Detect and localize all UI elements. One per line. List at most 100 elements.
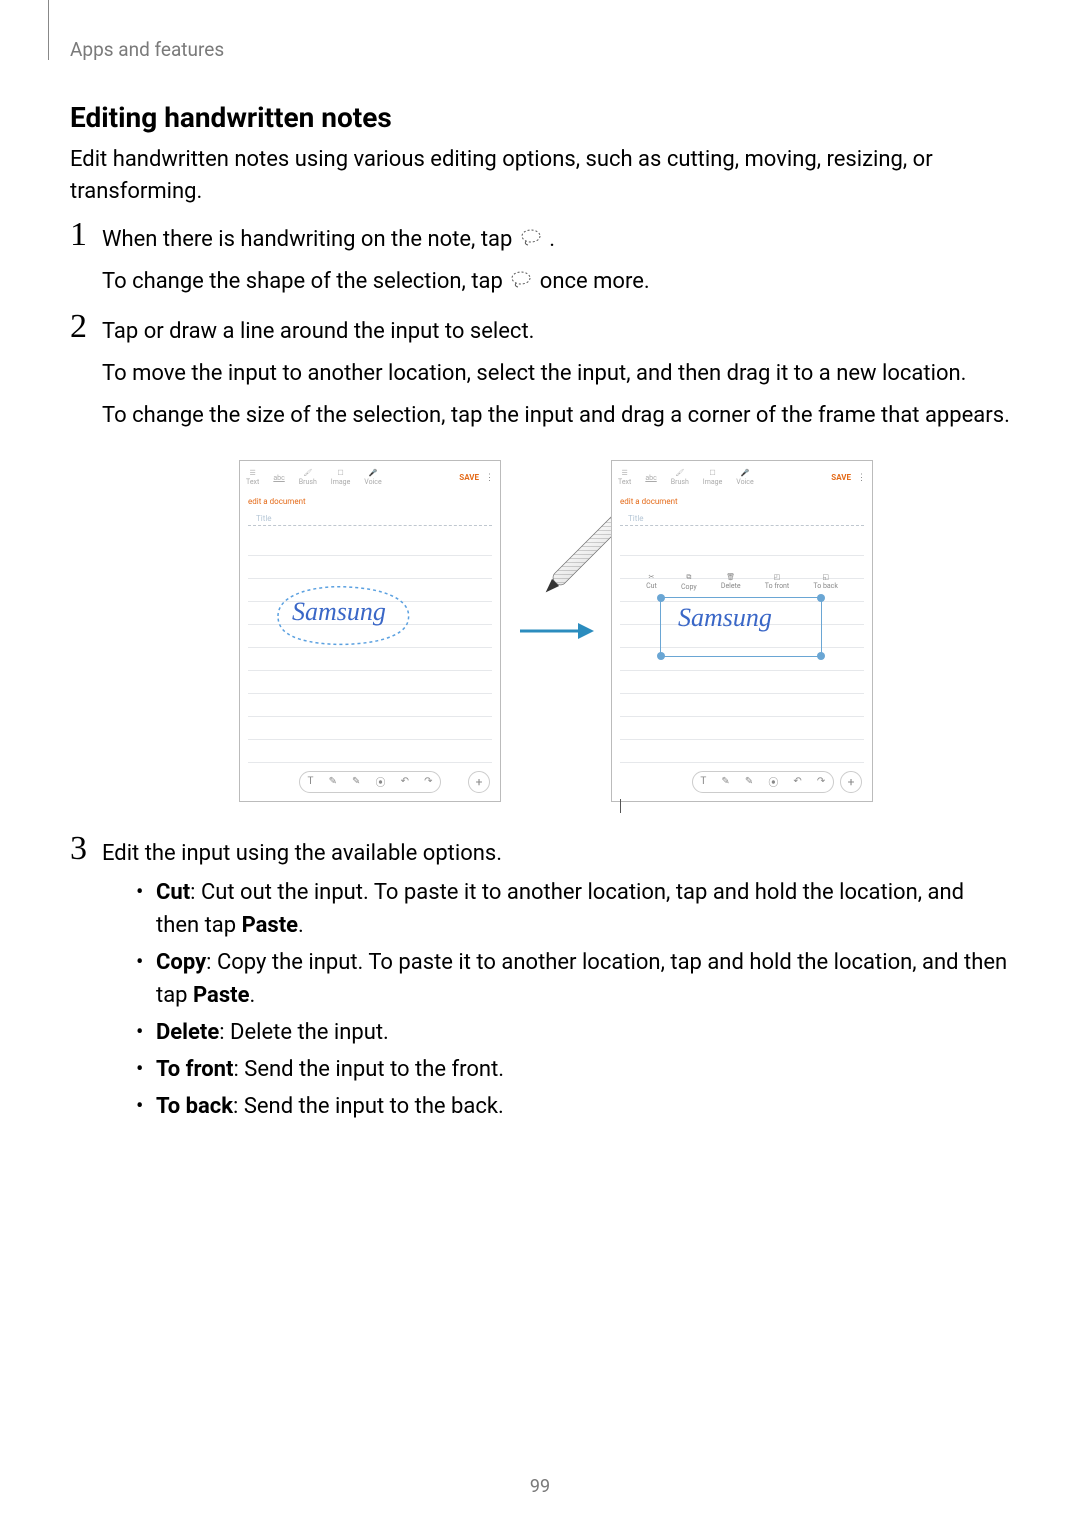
tool-pen2-icon: ✎ [745, 776, 753, 787]
context-delete: 🗑Delete [721, 573, 741, 591]
opt-text: : Delete the input. [219, 1020, 389, 1045]
opt-label: Copy [156, 950, 206, 975]
step-2-line2: To move the input to another location, s… [102, 358, 1010, 390]
step-2: 2 Tap or draw a line around the input to… [70, 316, 1010, 802]
more-icon: ⋮ [857, 473, 866, 483]
subheader: edit a document [612, 495, 872, 506]
opt-text: : Send the input to the front. [233, 1057, 504, 1082]
step-number: 3 [70, 830, 87, 868]
opt-label: Cut [156, 880, 190, 905]
topbar-icons: ☰Text abc 🖌Brush ☐Image 🎤Voice [618, 469, 754, 486]
tool-redo-icon: ↷ [817, 776, 825, 787]
topbar-voice-icon: 🎤Voice [736, 469, 753, 486]
opt-label: To back [156, 1094, 233, 1119]
opt-label: To front [156, 1057, 233, 1082]
running-header: Apps and features [70, 38, 1010, 61]
topbar-abc-icon: abc [645, 474, 656, 482]
option-cut: Cut: Cut out the input. To paste it to a… [134, 876, 1010, 942]
opt-end: . [249, 983, 255, 1008]
paste-label: Paste [193, 983, 249, 1008]
opt-end: . [298, 913, 304, 938]
handwriting-sample: Samsung [678, 603, 772, 633]
option-back: To back: Send the input to the back. [134, 1090, 1010, 1123]
intro-paragraph: Edit handwritten notes using various edi… [70, 144, 1010, 208]
topbar: ☰Text abc 🖌Brush ☐Image 🎤Voice SAVE ⋮ [612, 461, 872, 495]
tool-undo-icon: ↶ [793, 776, 801, 787]
opt-label: Delete [156, 1020, 219, 1045]
right-screenshot: ☰Text abc 🖌Brush ☐Image 🎤Voice SAVE ⋮ ed… [611, 460, 873, 802]
ctx-label: To back [813, 582, 838, 590]
step-1: 1 When there is handwriting on the note,… [70, 224, 1010, 298]
topbar-icons: ☰Text abcabc 🖌Brush ☐Image 🎤Voice [246, 469, 382, 486]
step-1-para2: To change the shape of the selection, ta… [102, 266, 1010, 298]
t-label: Text [246, 478, 259, 486]
text-cursor [620, 799, 621, 813]
context-cut: ✂Cut [646, 573, 657, 591]
t-label: Text [618, 478, 631, 486]
context-back: ◱To back [813, 573, 838, 591]
left-screenshot-wrapper: ☰Text abcabc 🖌Brush ☐Image 🎤Voice SAVE ⋮ [239, 460, 501, 802]
tool-text-icon: T [700, 776, 706, 787]
section-heading: Editing handwritten notes [70, 101, 1010, 134]
tool-text-icon: T [308, 776, 314, 787]
step-3-line1: Edit the input using the available optio… [102, 838, 1010, 870]
add-page-button: + [840, 771, 862, 793]
t-label: Image [331, 478, 351, 486]
lasso-icon [510, 266, 532, 298]
ctx-label: Copy [681, 583, 697, 591]
step-1-text: When there is handwriting on the note, t… [102, 224, 1010, 256]
save-label: SAVE [831, 473, 851, 482]
context-front: ◰To front [765, 573, 789, 591]
more-icon: ⋮ [485, 473, 494, 483]
t-label: Brush [671, 478, 689, 486]
t-label: Brush [299, 478, 317, 486]
option-copy: Copy: Copy the input. To paste it to ano… [134, 946, 1010, 1012]
paste-label: Paste [242, 913, 298, 938]
title-field: Title [248, 510, 492, 526]
step-number: 2 [70, 308, 87, 346]
topbar-abc-icon: abcabc [273, 474, 284, 482]
topbar-brush-icon: 🖌Brush [299, 469, 317, 486]
step-1-p2-a: To change the shape of the selection, ta… [102, 269, 508, 294]
option-front: To front: Send the input to the front. [134, 1053, 1010, 1086]
topbar-image-icon: ☐Image [331, 469, 351, 486]
opt-text: : Copy the input. To paste it to another… [156, 950, 1007, 1008]
topbar-image-icon: ☐Image [703, 469, 723, 486]
topbar-brush-icon: 🖌Brush [671, 469, 689, 486]
topbar: ☰Text abcabc 🖌Brush ☐Image 🎤Voice SAVE ⋮ [240, 461, 500, 495]
topbar-voice-icon: 🎤Voice [364, 469, 381, 486]
add-page-button: + [468, 771, 490, 793]
tool-redo-icon: ↷ [424, 776, 432, 787]
step-number: 1 [70, 216, 87, 254]
bottom-toolbar: T ✎ ✎ ⦿ ↶ ↷ [692, 771, 834, 793]
ctx-label: To front [765, 582, 789, 590]
handwriting-sample: Samsung [292, 597, 386, 627]
step-2-line3: To change the size of the selection, tap… [102, 400, 1010, 432]
save-label: SAVE [459, 473, 479, 482]
context-copy: ⧉Copy [681, 573, 697, 591]
tool-lasso-icon: ⦿ [768, 774, 778, 789]
title-field: Title [620, 510, 864, 526]
bottom-toolbar: T ✎ ✎ ⦿ ↶ ↷ [299, 771, 441, 793]
step-3: 3 Edit the input using the available opt… [70, 838, 1010, 1123]
arrow [501, 619, 611, 643]
subheader: edit a document [240, 495, 500, 506]
ctx-label: Delete [721, 582, 741, 590]
figure: ☰Text abcabc 🖌Brush ☐Image 🎤Voice SAVE ⋮ [102, 460, 1010, 802]
ctx-label: Cut [646, 582, 657, 590]
step-2-line1: Tap or draw a line around the input to s… [102, 316, 1010, 348]
topbar-text-icon: ☰Text [246, 469, 259, 486]
topbar-text-icon: ☰Text [618, 469, 631, 486]
step-1-text-b: . [549, 227, 555, 252]
step-1-text-a: When there is handwriting on the note, t… [102, 227, 518, 252]
tool-pen2-icon: ✎ [352, 776, 360, 787]
tool-pen-icon: ✎ [721, 776, 729, 787]
lasso-icon [520, 224, 542, 256]
options-list: Cut: Cut out the input. To paste it to a… [134, 876, 1010, 1123]
page-number: 99 [0, 1476, 1080, 1497]
option-delete: Delete: Delete the input. [134, 1016, 1010, 1049]
page: Apps and features Editing handwritten no… [0, 0, 1080, 1527]
t-label: Image [703, 478, 723, 486]
tool-undo-icon: ↶ [401, 776, 409, 787]
t-label: Voice [364, 478, 381, 486]
